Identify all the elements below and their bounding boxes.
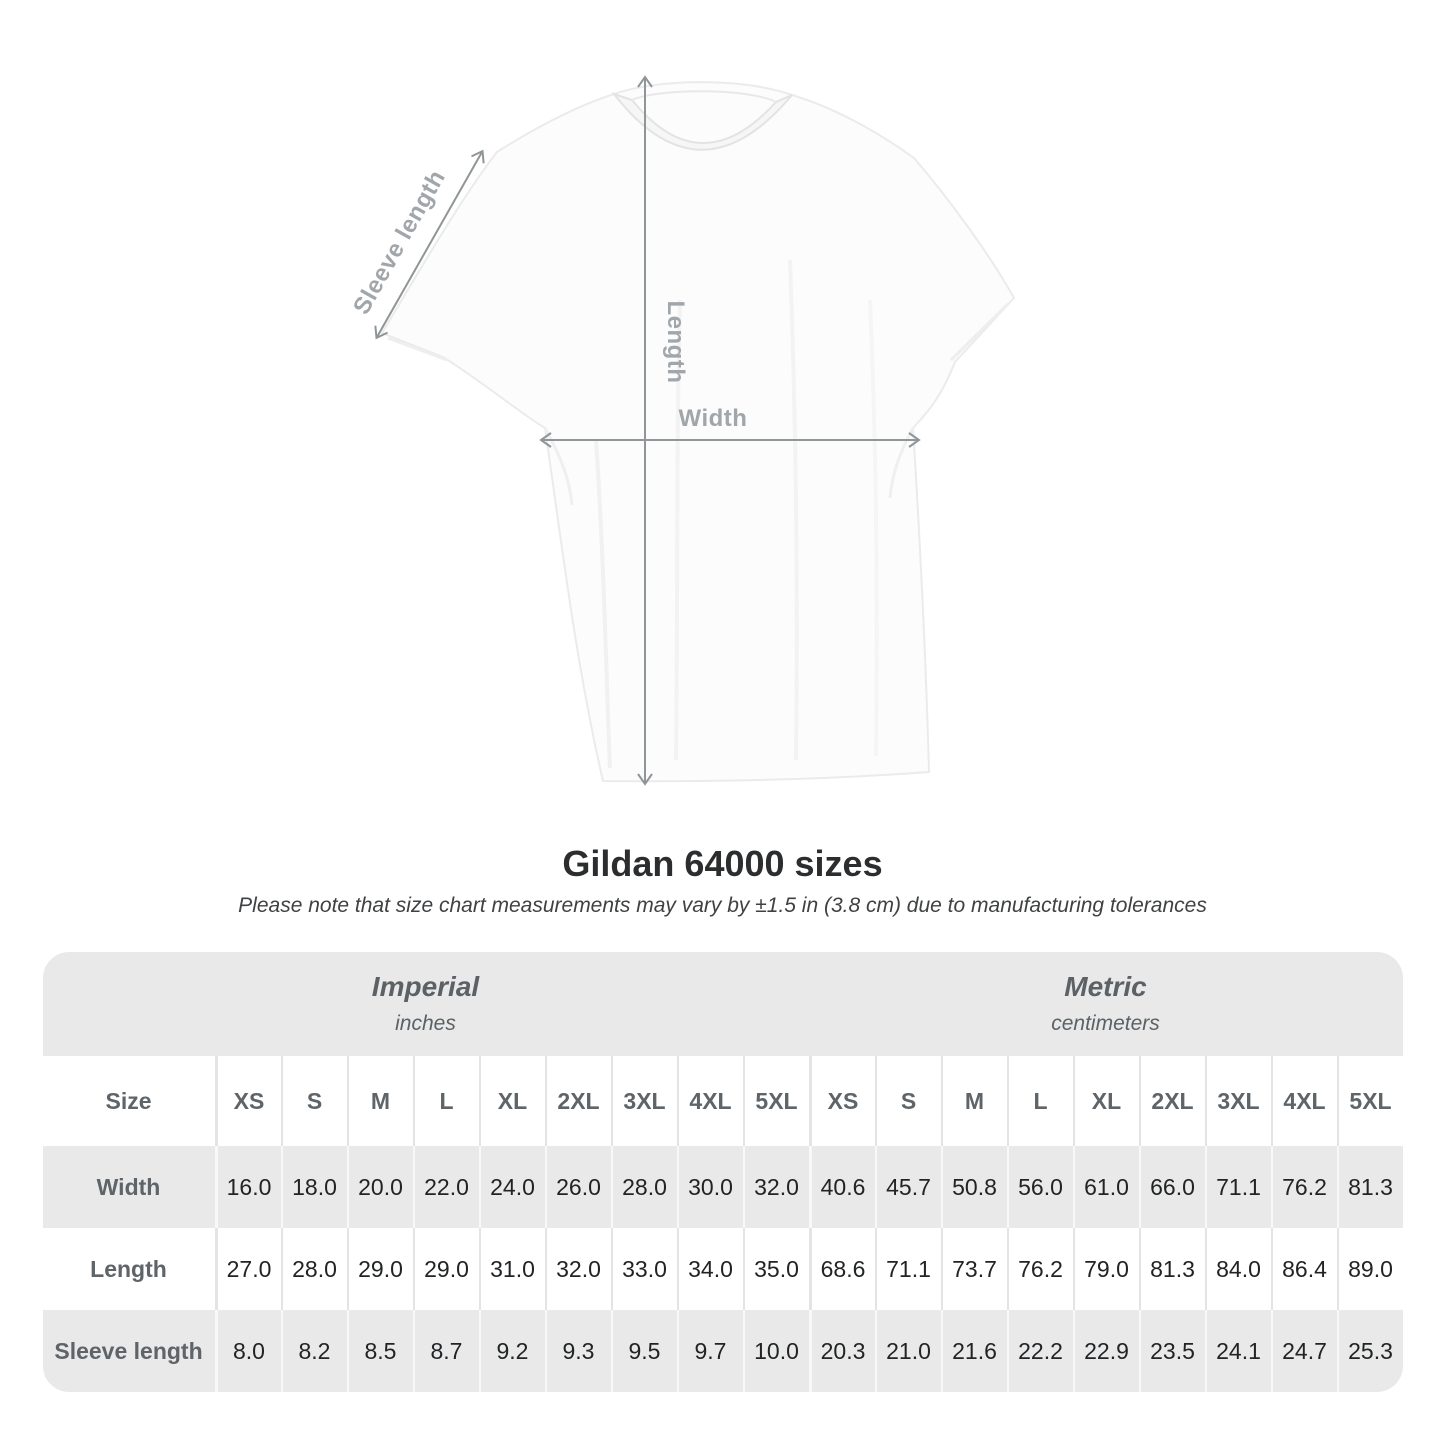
size-header-cell: S [874, 1056, 941, 1146]
size-header-cell: XS [214, 1056, 281, 1146]
value-cell: 22.0 [412, 1146, 479, 1228]
width-label: Width [679, 405, 748, 432]
value-cell: 45.7 [874, 1146, 941, 1228]
size-header-cell: XL [478, 1056, 545, 1146]
value-cell: 32.0 [544, 1228, 611, 1310]
size-header-cell: L [1006, 1056, 1073, 1146]
value-cell: 34.0 [676, 1228, 743, 1310]
size-header-cell: XS [808, 1056, 875, 1146]
value-cell: 20.3 [808, 1310, 875, 1392]
row-label-width: Width [42, 1146, 215, 1228]
imperial-unit: inches [395, 1012, 456, 1035]
value-cell: 30.0 [676, 1146, 743, 1228]
value-cell: 76.2 [1006, 1228, 1073, 1310]
tshirt-silhouette [381, 81, 1015, 783]
value-cell: 21.0 [874, 1310, 941, 1392]
length-label: Length [662, 301, 689, 384]
value-cell: 23.5 [1138, 1310, 1205, 1392]
value-cell: 81.3 [1138, 1228, 1205, 1310]
table-row-width: Width 16.0 18.0 20.0 22.0 24.0 26.0 28.0… [42, 1146, 1403, 1228]
page-title: Gildan 64000 sizes [562, 843, 883, 884]
value-cell: 84.0 [1204, 1228, 1271, 1310]
value-cell: 9.2 [478, 1310, 545, 1392]
size-header-row: Size XS S M L XL 2XL 3XL 4XL 5XL XS S M … [42, 1056, 1403, 1146]
value-cell: 79.0 [1072, 1228, 1139, 1310]
value-cell: 68.6 [808, 1228, 875, 1310]
value-cell: 8.7 [412, 1310, 479, 1392]
size-header-cell: 2XL [1138, 1056, 1205, 1146]
value-cell: 27.0 [214, 1228, 281, 1310]
size-column-header: Size [42, 1056, 215, 1146]
value-cell: 66.0 [1138, 1146, 1205, 1228]
value-cell: 26.0 [544, 1146, 611, 1228]
table-row-length: Length 27.0 28.0 29.0 29.0 31.0 32.0 33.… [42, 1228, 1403, 1310]
size-header-cell: M [346, 1056, 413, 1146]
value-cell: 9.5 [610, 1310, 677, 1392]
value-cell: 9.3 [544, 1310, 611, 1392]
value-cell: 8.2 [280, 1310, 347, 1392]
value-cell: 8.5 [346, 1310, 413, 1392]
value-cell: 76.2 [1270, 1146, 1337, 1228]
row-label-sleeve-length: Sleeve length [42, 1310, 215, 1392]
size-header-cell: XL [1072, 1056, 1139, 1146]
size-header-cell: 3XL [1204, 1056, 1271, 1146]
metric-group-header: Metric centimeters [808, 952, 1403, 1056]
value-cell: 24.1 [1204, 1310, 1271, 1392]
value-cell: 56.0 [1006, 1146, 1073, 1228]
tolerance-note: Please note that size chart measurements… [238, 894, 1207, 917]
tshirt-graphic: Sleeve length Length Width [348, 75, 1015, 786]
value-cell: 9.7 [676, 1310, 743, 1392]
value-cell: 24.7 [1270, 1310, 1337, 1392]
value-cell: 20.0 [346, 1146, 413, 1228]
value-cell: 31.0 [478, 1228, 545, 1310]
value-cell: 32.0 [742, 1146, 809, 1228]
value-cell: 71.1 [874, 1228, 941, 1310]
sleeve-length-arrow [374, 149, 485, 340]
size-chart-table: Imperial inches Metric centimeters Size … [42, 952, 1403, 1392]
size-header-cell: 4XL [1270, 1056, 1337, 1146]
value-cell: 22.2 [1006, 1310, 1073, 1392]
value-cell: 18.0 [280, 1146, 347, 1228]
value-cell: 29.0 [412, 1228, 479, 1310]
value-cell: 81.3 [1336, 1146, 1403, 1228]
imperial-group-header: Imperial inches [42, 952, 809, 1056]
value-cell: 29.0 [346, 1228, 413, 1310]
value-cell: 89.0 [1336, 1228, 1403, 1310]
unit-group-row: Imperial inches Metric centimeters [42, 952, 1403, 1056]
size-header-cell: L [412, 1056, 479, 1146]
table-row-sleeve-length: Sleeve length 8.0 8.2 8.5 8.7 9.2 9.3 9.… [42, 1310, 1403, 1392]
value-cell: 25.3 [1336, 1310, 1403, 1392]
collar [611, 92, 793, 151]
size-header-cell: 2XL [544, 1056, 611, 1146]
value-cell: 50.8 [940, 1146, 1007, 1228]
dimension-arrows [374, 75, 921, 786]
value-cell: 33.0 [610, 1228, 677, 1310]
size-header-cell: S [280, 1056, 347, 1146]
value-cell: 22.9 [1072, 1310, 1139, 1392]
value-cell: 24.0 [478, 1146, 545, 1228]
value-cell: 21.6 [940, 1310, 1007, 1392]
value-cell: 86.4 [1270, 1228, 1337, 1310]
imperial-label: Imperial [371, 971, 480, 1002]
value-cell: 28.0 [280, 1228, 347, 1310]
value-cell: 8.0 [214, 1310, 281, 1392]
tshirt-diagram: Sleeve length Length Width [348, 75, 1015, 786]
metric-label: Metric [1064, 971, 1147, 1002]
value-cell: 40.6 [808, 1146, 875, 1228]
row-label-length: Length [42, 1228, 215, 1310]
value-cell: 35.0 [742, 1228, 809, 1310]
value-cell: 73.7 [940, 1228, 1007, 1310]
metric-unit: centimeters [1051, 1012, 1160, 1035]
value-cell: 61.0 [1072, 1146, 1139, 1228]
size-header-cell: M [940, 1056, 1007, 1146]
value-cell: 10.0 [742, 1310, 809, 1392]
size-header-cell: 5XL [1336, 1056, 1403, 1146]
size-header-cell: 5XL [742, 1056, 809, 1146]
size-header-cell: 4XL [676, 1056, 743, 1146]
value-cell: 16.0 [214, 1146, 281, 1228]
size-header-cell: 3XL [610, 1056, 677, 1146]
value-cell: 71.1 [1204, 1146, 1271, 1228]
value-cell: 28.0 [610, 1146, 677, 1228]
